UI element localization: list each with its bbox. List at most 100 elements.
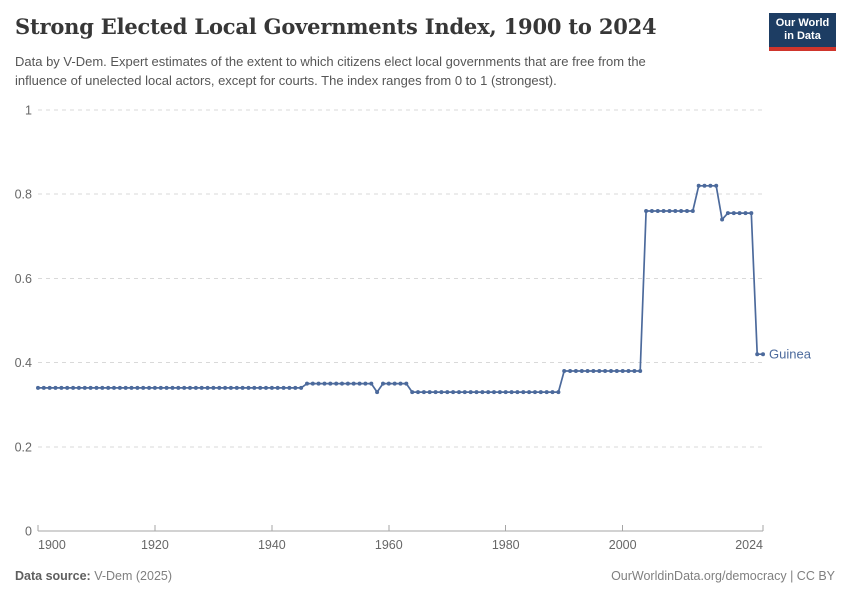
data-point[interactable] (170, 385, 175, 390)
data-point[interactable] (375, 390, 380, 395)
data-point[interactable] (603, 369, 608, 373)
data-point[interactable] (82, 385, 87, 390)
data-point[interactable] (117, 385, 122, 390)
data-point[interactable] (579, 369, 584, 373)
data-point[interactable] (445, 390, 450, 395)
data-point[interactable] (340, 381, 344, 386)
data-point[interactable] (193, 385, 198, 390)
data-point[interactable] (47, 385, 52, 390)
data-point[interactable] (433, 390, 438, 395)
data-point[interactable] (538, 390, 543, 395)
entity-label-guinea[interactable]: Guinea (769, 347, 812, 362)
data-point[interactable] (573, 369, 578, 373)
data-point[interactable] (685, 209, 689, 213)
data-point[interactable] (404, 381, 409, 386)
owid-logo[interactable]: Our World in Data (769, 13, 836, 51)
series-line-guinea[interactable] (38, 184, 763, 394)
data-point[interactable] (217, 385, 222, 390)
data-point[interactable] (638, 369, 643, 373)
data-point[interactable] (515, 390, 520, 395)
data-point[interactable] (123, 385, 128, 390)
data-point[interactable] (228, 385, 233, 390)
data-point[interactable] (451, 390, 456, 395)
data-point[interactable] (94, 385, 99, 390)
data-point[interactable] (474, 390, 479, 395)
data-point[interactable] (287, 385, 292, 390)
data-point[interactable] (53, 385, 58, 390)
data-point[interactable] (503, 390, 508, 395)
data-point[interactable] (398, 381, 403, 386)
data-point[interactable] (708, 183, 713, 188)
data-point[interactable] (316, 381, 321, 386)
data-point[interactable] (696, 183, 701, 188)
data-point[interactable] (240, 385, 245, 390)
data-point[interactable] (585, 369, 590, 373)
data-point[interactable] (328, 381, 333, 386)
data-point[interactable] (369, 381, 374, 386)
data-point[interactable] (322, 381, 327, 386)
data-point[interactable] (264, 385, 268, 390)
data-point[interactable] (655, 209, 660, 213)
data-point[interactable] (591, 369, 596, 373)
data-point[interactable] (392, 381, 397, 386)
data-point[interactable] (457, 390, 461, 395)
data-point[interactable] (649, 209, 654, 213)
data-point[interactable] (76, 385, 81, 390)
data-point[interactable] (702, 183, 707, 188)
data-point[interactable] (36, 385, 40, 390)
data-point[interactable] (439, 390, 444, 395)
data-point[interactable] (334, 381, 339, 386)
data-point[interactable] (521, 390, 526, 395)
data-point[interactable] (269, 385, 274, 390)
data-point[interactable] (135, 385, 140, 390)
data-point[interactable] (310, 381, 315, 386)
data-point[interactable] (421, 390, 426, 395)
data-point[interactable] (246, 385, 251, 390)
data-point[interactable] (714, 183, 719, 188)
data-point[interactable] (41, 385, 46, 390)
data-point[interactable] (176, 385, 181, 390)
data-point[interactable] (468, 390, 473, 395)
data-point[interactable] (562, 369, 567, 373)
data-point[interactable] (205, 385, 210, 390)
owid-license-link[interactable]: OurWorldinData.org/democracy | CC BY (611, 569, 835, 583)
data-point[interactable] (275, 385, 280, 390)
data-point[interactable] (486, 390, 491, 395)
data-point[interactable] (667, 209, 672, 213)
data-point[interactable] (234, 385, 239, 390)
data-point[interactable] (152, 385, 157, 390)
data-point[interactable] (88, 385, 93, 390)
data-point[interactable] (357, 381, 362, 386)
data-point[interactable] (492, 390, 496, 395)
data-point[interactable] (673, 209, 678, 213)
data-point[interactable] (737, 211, 742, 216)
data-point[interactable] (743, 211, 748, 216)
data-point[interactable] (720, 217, 725, 222)
data-point[interactable] (386, 381, 391, 386)
data-point[interactable] (533, 390, 537, 395)
data-point[interactable] (71, 385, 76, 390)
data-point[interactable] (112, 385, 116, 390)
data-point[interactable] (182, 385, 187, 390)
data-point[interactable] (410, 390, 415, 395)
data-point[interactable] (597, 369, 602, 373)
data-point[interactable] (749, 211, 754, 216)
data-point[interactable] (211, 385, 216, 390)
data-point[interactable] (305, 381, 309, 386)
data-point[interactable] (568, 369, 573, 373)
data-point[interactable] (100, 385, 105, 390)
data-point[interactable] (158, 385, 163, 390)
data-point[interactable] (129, 385, 134, 390)
data-point[interactable] (725, 211, 730, 216)
data-point[interactable] (620, 369, 625, 373)
data-point[interactable] (427, 390, 432, 395)
data-point[interactable] (614, 369, 619, 373)
data-point[interactable] (59, 385, 64, 390)
data-point[interactable] (755, 352, 760, 357)
data-point[interactable] (345, 381, 350, 386)
data-point[interactable] (462, 390, 467, 395)
data-point[interactable] (632, 369, 637, 373)
data-point[interactable] (527, 390, 532, 395)
data-point[interactable] (550, 390, 555, 395)
data-point[interactable] (644, 209, 649, 213)
